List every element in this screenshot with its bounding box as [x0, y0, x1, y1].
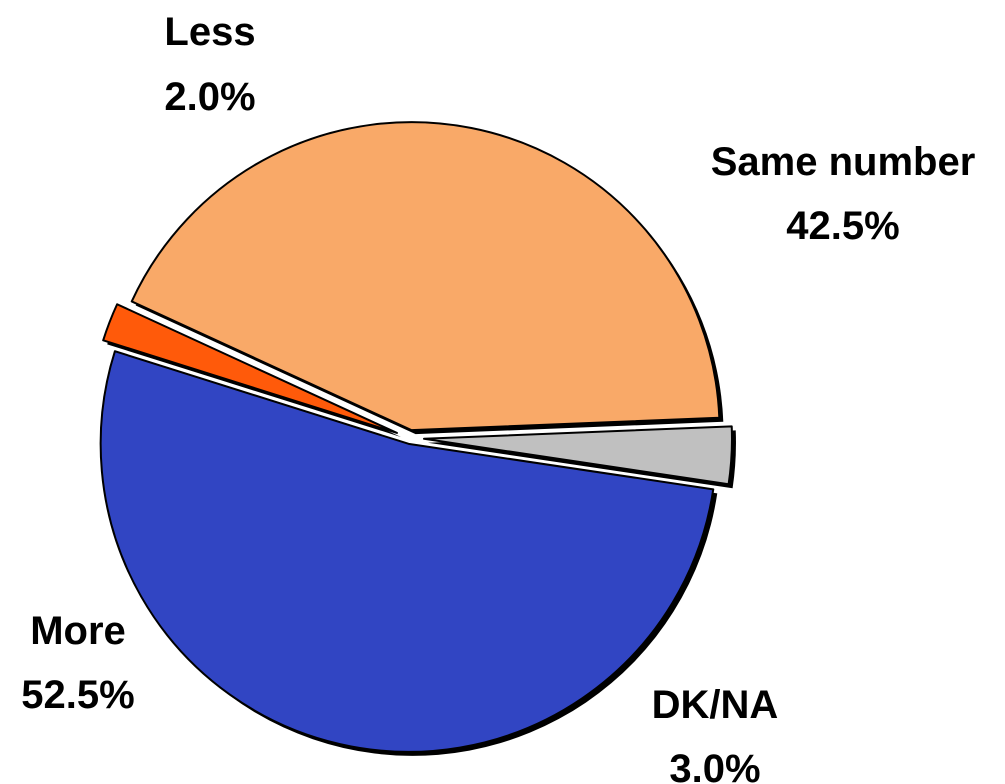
pie-slice-more [99, 350, 715, 753]
pie-slice-less [102, 303, 398, 434]
pie-slices [99, 121, 733, 753]
slice-name-less: Less [164, 10, 255, 54]
pie-slice-dk-na [422, 425, 733, 486]
slice-label-dk-na: 3.0% [669, 747, 760, 784]
slice-name-same-number: Same number [711, 140, 976, 184]
slice-label-more: 52.5% [21, 673, 134, 717]
slice-name-dk-na: DK/NA [652, 683, 779, 727]
slice-name-more: More [30, 609, 126, 653]
slice-label-same-number: 42.5% [786, 204, 899, 248]
pie-slice-same-number [130, 121, 721, 432]
slice-label-less: 2.0% [164, 75, 255, 119]
